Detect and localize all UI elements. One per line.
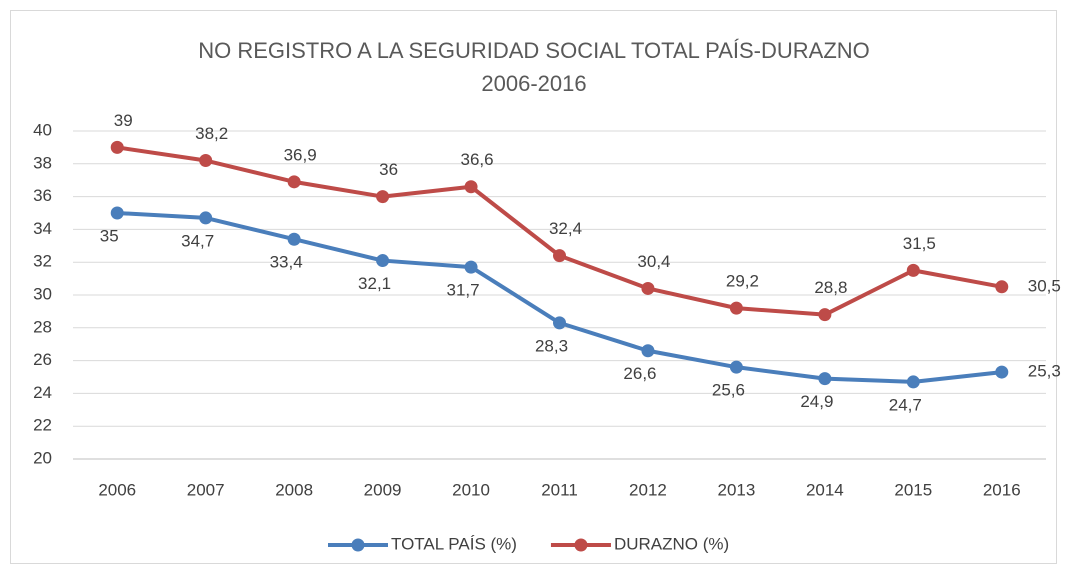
data-label: 32,1 xyxy=(358,274,391,293)
data-label: 33,4 xyxy=(270,253,303,272)
data-point xyxy=(464,180,478,194)
y-tick-label: 38 xyxy=(33,153,52,172)
data-point xyxy=(729,360,743,374)
data-label: 31,5 xyxy=(903,234,936,253)
data-label: 29,2 xyxy=(726,272,759,291)
data-point xyxy=(818,308,832,322)
legend-marker xyxy=(351,538,365,552)
x-tick-label: 2014 xyxy=(806,480,844,499)
x-tick-label: 2007 xyxy=(187,480,225,499)
data-label: 30,4 xyxy=(637,252,670,271)
data-point xyxy=(641,344,655,358)
data-label: 38,2 xyxy=(195,124,228,143)
y-tick-label: 34 xyxy=(33,219,52,238)
data-label: 36,9 xyxy=(284,145,317,164)
data-point xyxy=(199,154,213,168)
data-point xyxy=(287,175,301,189)
data-label: 32,4 xyxy=(549,219,582,238)
data-point xyxy=(199,211,213,225)
data-point xyxy=(995,365,1009,379)
data-point xyxy=(376,254,390,268)
data-label: 28,3 xyxy=(535,336,568,355)
x-tick-label: 2008 xyxy=(275,480,313,499)
y-tick-label: 28 xyxy=(33,317,52,336)
data-point xyxy=(818,372,832,386)
data-label: 28,8 xyxy=(814,278,847,297)
data-point xyxy=(110,140,124,154)
y-tick-label: 26 xyxy=(33,350,52,369)
chart-title: NO REGISTRO A LA SEGURIDAD SOCIAL TOTAL … xyxy=(198,38,870,63)
data-point xyxy=(995,280,1009,294)
legend-label: TOTAL PAÍS (%) xyxy=(391,534,517,553)
x-tick-label: 2009 xyxy=(364,480,402,499)
data-point xyxy=(553,249,566,263)
data-point xyxy=(641,281,655,295)
data-label: 30,5 xyxy=(1028,276,1061,295)
x-tick-label: 2015 xyxy=(894,480,932,499)
x-tick-label: 2016 xyxy=(983,480,1021,499)
data-point xyxy=(464,260,478,274)
y-tick-label: 30 xyxy=(33,284,52,303)
x-tick-label: 2012 xyxy=(629,480,667,499)
data-label: 24,7 xyxy=(889,395,922,414)
data-label: 36 xyxy=(379,160,398,179)
data-point xyxy=(906,375,920,389)
x-tick-label: 2006 xyxy=(98,480,136,499)
chart-subtitle: 2006-2016 xyxy=(481,71,586,96)
data-label: 39 xyxy=(114,111,133,130)
data-point xyxy=(287,232,301,246)
y-tick-label: 32 xyxy=(33,252,52,271)
data-point xyxy=(110,206,124,220)
data-label: 25,3 xyxy=(1028,362,1061,381)
data-label: 26,6 xyxy=(623,364,656,383)
data-label: 34,7 xyxy=(181,231,214,250)
data-label: 35 xyxy=(100,226,119,245)
data-point xyxy=(906,263,920,277)
y-tick-label: 24 xyxy=(33,383,52,402)
y-tick-label: 20 xyxy=(33,448,52,467)
data-point xyxy=(729,301,743,315)
data-label: 24,9 xyxy=(800,392,833,411)
x-tick-label: 2013 xyxy=(717,480,755,499)
y-tick-label: 36 xyxy=(33,186,52,205)
data-point xyxy=(376,190,390,204)
x-tick-label: 2011 xyxy=(541,480,578,499)
data-label: 36,6 xyxy=(460,150,493,169)
legend-marker xyxy=(574,538,588,552)
y-tick-label: 40 xyxy=(33,120,52,139)
data-label: 25,6 xyxy=(712,381,745,400)
y-tick-label: 22 xyxy=(33,416,52,435)
data-point xyxy=(553,316,566,330)
x-tick-label: 2010 xyxy=(452,480,490,499)
data-label: 31,7 xyxy=(446,281,479,300)
legend-label: DURAZNO (%) xyxy=(614,534,729,553)
